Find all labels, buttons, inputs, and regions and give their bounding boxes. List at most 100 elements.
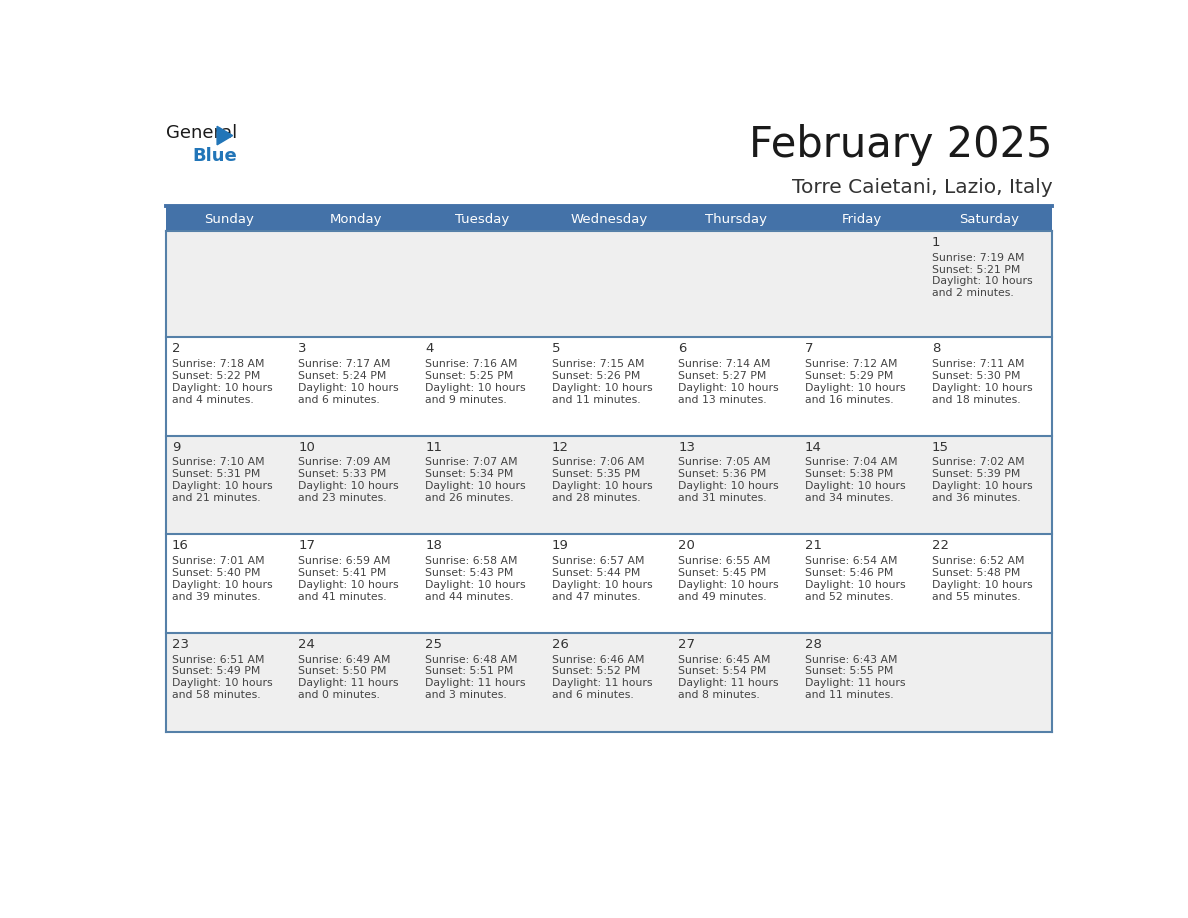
Text: Daylight: 10 hours: Daylight: 10 hours [172, 383, 272, 393]
Polygon shape [217, 127, 233, 145]
Text: Sunrise: 7:09 AM: Sunrise: 7:09 AM [298, 457, 391, 467]
Text: 27: 27 [678, 638, 695, 651]
Text: Sunset: 5:22 PM: Sunset: 5:22 PM [172, 371, 260, 381]
Text: 12: 12 [551, 441, 569, 453]
Text: 28: 28 [805, 638, 822, 651]
Text: and 13 minutes.: and 13 minutes. [678, 395, 767, 405]
Text: and 18 minutes.: and 18 minutes. [931, 395, 1020, 405]
Text: Blue: Blue [192, 147, 238, 164]
Text: Sunrise: 7:12 AM: Sunrise: 7:12 AM [805, 359, 898, 369]
Text: and 4 minutes.: and 4 minutes. [172, 395, 253, 405]
Text: Daylight: 10 hours: Daylight: 10 hours [805, 383, 905, 393]
Text: Sunrise: 7:18 AM: Sunrise: 7:18 AM [172, 359, 264, 369]
Text: and 36 minutes.: and 36 minutes. [931, 493, 1020, 503]
Text: Monday: Monday [329, 213, 381, 226]
Text: Sunrise: 7:14 AM: Sunrise: 7:14 AM [678, 359, 771, 369]
Bar [165, 207, 1053, 231]
Text: Sunrise: 6:49 AM: Sunrise: 6:49 AM [298, 655, 391, 665]
Text: Sunset: 5:21 PM: Sunset: 5:21 PM [931, 264, 1020, 274]
Text: Sunset: 5:36 PM: Sunset: 5:36 PM [678, 469, 766, 479]
Text: 16: 16 [172, 540, 189, 553]
Text: and 34 minutes.: and 34 minutes. [805, 493, 893, 503]
Text: and 58 minutes.: and 58 minutes. [172, 690, 260, 700]
Text: Saturday: Saturday [959, 213, 1019, 226]
Text: Sunset: 5:34 PM: Sunset: 5:34 PM [425, 469, 513, 479]
Text: Sunset: 5:55 PM: Sunset: 5:55 PM [805, 666, 893, 677]
Text: 19: 19 [551, 540, 569, 553]
Text: Daylight: 10 hours: Daylight: 10 hours [551, 580, 652, 590]
Text: Sunset: 5:24 PM: Sunset: 5:24 PM [298, 371, 387, 381]
Text: and 28 minutes.: and 28 minutes. [551, 493, 640, 503]
Text: Sunrise: 6:43 AM: Sunrise: 6:43 AM [805, 655, 898, 665]
Text: and 16 minutes.: and 16 minutes. [805, 395, 893, 405]
Text: Sunrise: 6:54 AM: Sunrise: 6:54 AM [805, 556, 898, 566]
Text: Sunset: 5:38 PM: Sunset: 5:38 PM [805, 469, 893, 479]
Text: Friday: Friday [842, 213, 883, 226]
Bar [165, 231, 1053, 337]
Text: 4: 4 [425, 342, 434, 355]
Text: 1: 1 [931, 236, 940, 249]
Text: Sunset: 5:40 PM: Sunset: 5:40 PM [172, 568, 260, 578]
Text: Sunset: 5:48 PM: Sunset: 5:48 PM [931, 568, 1020, 578]
Text: 18: 18 [425, 540, 442, 553]
Text: Sunrise: 7:16 AM: Sunrise: 7:16 AM [425, 359, 518, 369]
Text: 26: 26 [551, 638, 569, 651]
Text: Daylight: 11 hours: Daylight: 11 hours [298, 678, 399, 688]
Text: Sunset: 5:50 PM: Sunset: 5:50 PM [298, 666, 387, 677]
Text: 2: 2 [172, 342, 181, 355]
Text: 3: 3 [298, 342, 307, 355]
Text: 25: 25 [425, 638, 442, 651]
Text: Daylight: 11 hours: Daylight: 11 hours [551, 678, 652, 688]
Text: Sunset: 5:31 PM: Sunset: 5:31 PM [172, 469, 260, 479]
Text: General: General [165, 124, 236, 142]
Text: Sunrise: 7:15 AM: Sunrise: 7:15 AM [551, 359, 644, 369]
Text: Sunset: 5:49 PM: Sunset: 5:49 PM [172, 666, 260, 677]
Text: 24: 24 [298, 638, 315, 651]
Text: Sunrise: 7:17 AM: Sunrise: 7:17 AM [298, 359, 391, 369]
Text: Sunrise: 6:46 AM: Sunrise: 6:46 AM [551, 655, 644, 665]
Text: 21: 21 [805, 540, 822, 553]
Text: and 0 minutes.: and 0 minutes. [298, 690, 380, 700]
Text: Tuesday: Tuesday [455, 213, 510, 226]
Text: and 21 minutes.: and 21 minutes. [172, 493, 260, 503]
Text: Wednesday: Wednesday [570, 213, 647, 226]
Text: and 9 minutes.: and 9 minutes. [425, 395, 507, 405]
Text: Sunset: 5:27 PM: Sunset: 5:27 PM [678, 371, 766, 381]
Text: Daylight: 10 hours: Daylight: 10 hours [678, 580, 779, 590]
Text: Daylight: 10 hours: Daylight: 10 hours [425, 383, 525, 393]
Text: Sunset: 5:45 PM: Sunset: 5:45 PM [678, 568, 766, 578]
Text: and 47 minutes.: and 47 minutes. [551, 592, 640, 602]
Bar [165, 534, 1053, 633]
Text: Sunset: 5:29 PM: Sunset: 5:29 PM [805, 371, 893, 381]
Text: Daylight: 10 hours: Daylight: 10 hours [298, 580, 399, 590]
Text: and 6 minutes.: and 6 minutes. [298, 395, 380, 405]
Text: and 49 minutes.: and 49 minutes. [678, 592, 767, 602]
Text: Sunrise: 7:07 AM: Sunrise: 7:07 AM [425, 457, 518, 467]
Text: February 2025: February 2025 [748, 124, 1053, 166]
Text: Daylight: 10 hours: Daylight: 10 hours [931, 383, 1032, 393]
Text: Sunrise: 6:57 AM: Sunrise: 6:57 AM [551, 556, 644, 566]
Text: and 11 minutes.: and 11 minutes. [551, 395, 640, 405]
Text: Daylight: 11 hours: Daylight: 11 hours [678, 678, 779, 688]
Text: Sunset: 5:54 PM: Sunset: 5:54 PM [678, 666, 766, 677]
Text: and 41 minutes.: and 41 minutes. [298, 592, 387, 602]
Text: Daylight: 10 hours: Daylight: 10 hours [551, 481, 652, 491]
Text: Sunrise: 7:19 AM: Sunrise: 7:19 AM [931, 252, 1024, 263]
Text: Sunrise: 7:10 AM: Sunrise: 7:10 AM [172, 457, 265, 467]
Text: 22: 22 [931, 540, 949, 553]
Text: Sunset: 5:35 PM: Sunset: 5:35 PM [551, 469, 640, 479]
Text: Sunset: 5:41 PM: Sunset: 5:41 PM [298, 568, 387, 578]
Text: 17: 17 [298, 540, 315, 553]
Text: 15: 15 [931, 441, 949, 453]
Text: Sunset: 5:51 PM: Sunset: 5:51 PM [425, 666, 513, 677]
Text: 10: 10 [298, 441, 315, 453]
Text: Daylight: 10 hours: Daylight: 10 hours [172, 481, 272, 491]
Text: Sunset: 5:46 PM: Sunset: 5:46 PM [805, 568, 893, 578]
Text: 7: 7 [805, 342, 814, 355]
Text: Daylight: 10 hours: Daylight: 10 hours [805, 580, 905, 590]
Text: Sunrise: 7:04 AM: Sunrise: 7:04 AM [805, 457, 898, 467]
Text: Sunset: 5:33 PM: Sunset: 5:33 PM [298, 469, 387, 479]
Text: 6: 6 [678, 342, 687, 355]
Bar [165, 633, 1053, 732]
Text: and 8 minutes.: and 8 minutes. [678, 690, 760, 700]
